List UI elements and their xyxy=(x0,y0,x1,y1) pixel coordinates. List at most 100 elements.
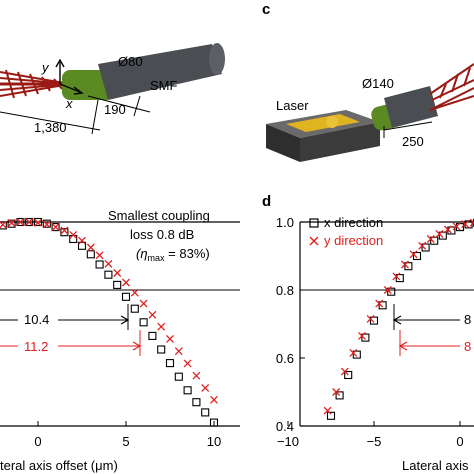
plot-d-frame xyxy=(299,221,474,427)
data-point-cross xyxy=(409,250,418,259)
data-point-cross xyxy=(332,388,341,396)
data-point-cross xyxy=(104,259,113,268)
data-point-square xyxy=(148,331,157,340)
laser-label: Laser xyxy=(276,98,309,113)
panel-b: 0 5 10 10.4 11.2 Smallest coupling loss 0.… xyxy=(0,208,240,473)
data-point-cross xyxy=(69,230,78,239)
width-label-y: 11.2 xyxy=(24,339,48,354)
dimension-250: 250 xyxy=(402,134,424,149)
data-point-square xyxy=(42,219,51,228)
data-point-square xyxy=(104,270,113,279)
dimension-lines-c xyxy=(383,121,433,138)
x-tick-label: 0 xyxy=(456,434,463,449)
data-point-square xyxy=(421,243,430,252)
diameter-label-a: Ø80 xyxy=(118,54,143,69)
plot-d-xlabel: Lateral axis xyxy=(402,458,469,473)
data-point-square xyxy=(121,292,131,301)
data-point-square xyxy=(51,223,60,232)
data-point-cross xyxy=(366,314,375,323)
x-tick-label: 0 xyxy=(34,434,41,449)
data-point-square xyxy=(33,217,43,227)
data-point-square xyxy=(209,418,219,427)
data-point-square xyxy=(201,408,210,417)
y-tick-label: 0.4 xyxy=(276,419,294,434)
plot-d-ticks: −10 −5 0 0.4 0.6 0.8 1.0 xyxy=(276,215,464,449)
y-tick-label: 0.8 xyxy=(276,283,294,298)
data-point-square xyxy=(25,217,34,227)
data-point-square xyxy=(404,262,413,271)
data-point-cross xyxy=(435,229,444,238)
legend-label-y: y direction xyxy=(324,233,383,248)
data-point-cross xyxy=(78,236,86,245)
x-tick-label: 10 xyxy=(207,434,221,449)
width-label-y-partial: 8 xyxy=(464,339,471,354)
data-point-square xyxy=(113,280,122,289)
annotation-smallest-line2: loss 0.8 dB xyxy=(130,227,194,242)
data-point-square xyxy=(430,236,439,245)
data-point-cross xyxy=(60,226,69,235)
data-point-square xyxy=(139,318,148,327)
plot-d-points xyxy=(323,218,474,420)
annotation-smallest-line1: Smallest coupling xyxy=(108,208,210,223)
data-point-cross xyxy=(157,322,166,331)
data-point-cross xyxy=(426,235,435,243)
data-point-square xyxy=(183,386,192,395)
plot-b-frame xyxy=(0,221,240,427)
plot-d-legend: x direction y direction xyxy=(309,215,383,248)
data-point-cross xyxy=(122,278,130,287)
data-point-cross xyxy=(86,243,95,252)
data-point-square xyxy=(361,333,370,342)
data-point-cross xyxy=(34,218,42,227)
axis-y-label: y xyxy=(41,60,50,75)
data-point-cross xyxy=(201,383,210,392)
smf-label: SMF xyxy=(150,78,178,93)
data-point-square xyxy=(447,226,456,235)
width-label-x-partial: 8 xyxy=(464,312,471,327)
x-tick-label: 5 xyxy=(122,434,129,449)
data-point-cross xyxy=(444,225,452,234)
axis-x-label: x xyxy=(65,96,73,111)
y-tick-label: 0.6 xyxy=(276,351,294,366)
data-point-square xyxy=(378,301,387,310)
axes-arrows xyxy=(55,58,84,95)
data-point-cross xyxy=(340,367,349,376)
data-point-square xyxy=(192,398,201,407)
plot-b-points xyxy=(0,217,219,427)
data-point-cross xyxy=(95,251,104,260)
data-point-square xyxy=(16,217,25,227)
data-point-square xyxy=(60,228,69,237)
panel-a-illustration: y x Ø80 SMF 190 1,380 xyxy=(0,43,225,135)
data-point-square xyxy=(157,345,166,354)
lens-lattice-right xyxy=(429,63,474,111)
data-point-cross xyxy=(349,348,358,357)
data-point-square xyxy=(352,350,361,359)
data-point-cross xyxy=(25,218,34,226)
panel-d: d −10 −5 0 0.4 0.6 0.8 1.0 x direction y direc… xyxy=(262,193,474,473)
dimension-190: 190 xyxy=(104,102,126,117)
y-tick-label: 1.0 xyxy=(276,215,294,230)
data-point-cross xyxy=(392,272,401,281)
data-point-cross xyxy=(323,406,332,415)
legend-marker-square xyxy=(309,218,319,228)
data-point-square xyxy=(86,250,95,259)
data-point-cross xyxy=(183,359,192,368)
diameter-label-c: Ø140 xyxy=(362,76,394,91)
data-point-square xyxy=(412,251,422,261)
data-point-square xyxy=(95,260,104,269)
data-point-cross xyxy=(166,335,174,343)
plot-b-ticks: 0 5 10 xyxy=(34,421,221,449)
data-point-square xyxy=(7,219,16,228)
data-point-cross xyxy=(401,260,409,269)
data-point-square xyxy=(335,391,344,400)
data-point-cross xyxy=(139,299,148,308)
data-point-cross xyxy=(16,218,25,226)
data-point-square xyxy=(174,372,183,381)
data-point-square xyxy=(130,304,139,313)
data-point-cross xyxy=(0,220,7,229)
data-point-cross xyxy=(461,220,470,228)
data-point-cross xyxy=(130,288,139,297)
laser-bond-pad xyxy=(326,116,338,128)
data-point-square xyxy=(165,359,175,368)
data-point-cross xyxy=(383,286,392,294)
